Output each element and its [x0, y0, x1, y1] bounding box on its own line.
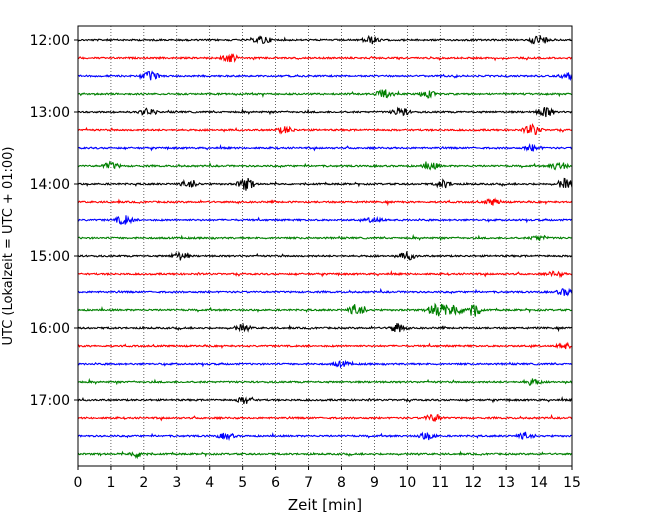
seismic-traces: [77, 34, 573, 460]
trace-1215: [77, 53, 573, 63]
x-tick-label: 1: [106, 475, 115, 491]
grid-lines: [110, 26, 540, 466]
plot-frame: [77, 25, 573, 467]
x-tick-label: 5: [238, 475, 247, 491]
y-tick-label: 12:00: [30, 33, 70, 49]
trace-1500: [77, 250, 573, 261]
trace-1400: [77, 177, 573, 191]
y-tick-label: 16:00: [30, 321, 70, 337]
trace-1315: [77, 122, 573, 136]
trace-1245: [77, 89, 573, 99]
x-tick-label: 12: [464, 475, 482, 491]
trace-1530: [77, 287, 573, 297]
y-axis-label: UTC (Lokalzeit = UTC + 01:00): [1, 147, 16, 346]
x-tick-label: 11: [431, 475, 449, 491]
x-tick-label: 2: [139, 475, 148, 491]
x-tick-label: 13: [497, 475, 515, 491]
trace-1430: [77, 215, 573, 225]
x-tick-label: 0: [74, 475, 83, 491]
y-tick-label: 13:00: [30, 105, 70, 121]
trace-1545: [77, 302, 573, 317]
x-tick-label: 8: [337, 475, 346, 491]
trace-1345: [77, 160, 573, 171]
trace-1230: [77, 70, 573, 82]
x-tick-label: 4: [205, 475, 214, 491]
trace-1415: [77, 197, 573, 207]
y-axis-ticks: 12:00 13:00 14:00 15:00 16:00 17:00: [30, 33, 78, 409]
trace-1330: [77, 143, 573, 152]
trace-1200: [77, 34, 573, 45]
trace-1730: [77, 431, 573, 442]
trace-1300: [77, 106, 573, 118]
trace-1700: [77, 395, 573, 405]
x-tick-label: 15: [563, 475, 581, 491]
x-tick-label: 3: [172, 475, 181, 491]
y-tick-label: 15:00: [30, 249, 70, 265]
trace-1630: [77, 359, 573, 369]
x-tick-label: 7: [304, 475, 313, 491]
x-tick-label: 6: [271, 475, 280, 491]
x-tick-label: 9: [370, 475, 379, 491]
x-axis-label: Zeit [min]: [288, 496, 362, 514]
x-axis-ticks: 0 1 2 3 4 5 6 7 8 9 10 11 12 13 14 15: [74, 466, 581, 491]
y-tick-label: 17:00: [30, 393, 70, 409]
y-tick-label: 14:00: [30, 177, 70, 193]
trace-1615: [77, 341, 573, 350]
trace-1515: [77, 269, 573, 279]
x-tick-label: 14: [530, 475, 548, 491]
trace-1745: [77, 450, 573, 460]
trace-1445: [77, 233, 573, 242]
x-tick-label: 10: [398, 475, 416, 491]
trace-1645: [77, 377, 573, 386]
trace-1600: [77, 322, 573, 333]
trace-1715: [77, 413, 573, 422]
